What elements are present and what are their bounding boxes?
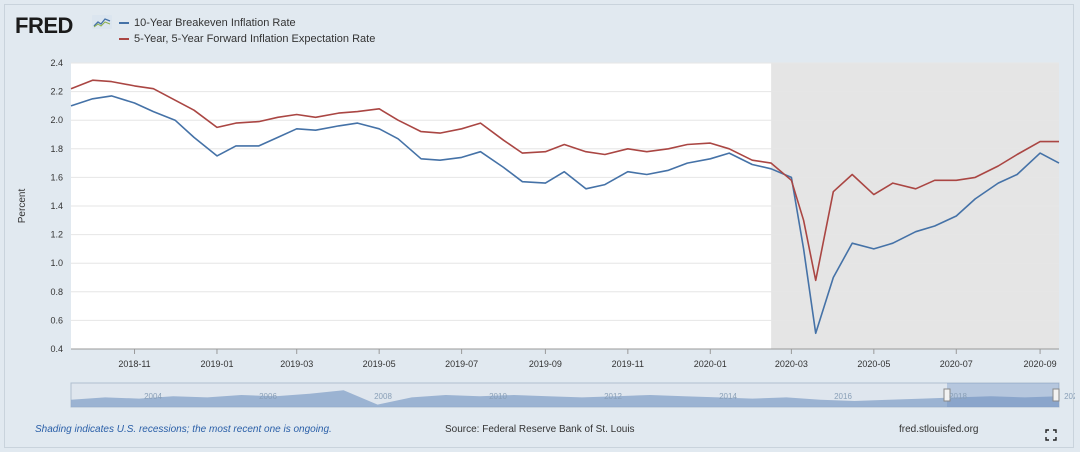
y-axis-title: Percent [17, 189, 28, 224]
y-tick-label: 0.6 [50, 315, 63, 325]
chart-frame: FRED 10-Year Breakeven Inflation Rate 5-… [4, 4, 1075, 449]
y-tick-label: 2.4 [50, 58, 63, 68]
navigator-label: 2010 [489, 392, 507, 401]
navigator-area [71, 390, 1059, 407]
x-tick-label: 2020-05 [857, 359, 890, 369]
navigator-selection[interactable] [947, 383, 1059, 407]
navigator-label: 2004 [144, 392, 162, 401]
y-tick-label: 1.8 [50, 144, 63, 154]
navigator-label: 2020 [1064, 392, 1075, 401]
y-tick-label: 2.0 [50, 115, 63, 125]
y-tick-label: 2.2 [50, 87, 63, 97]
x-tick-label: 2019-03 [280, 359, 313, 369]
legend-item-series-2[interactable]: 5-Year, 5-Year Forward Inflation Expecta… [119, 33, 375, 45]
legend-item-series-1[interactable]: 10-Year Breakeven Inflation Rate [119, 17, 296, 29]
y-tick-label: 1.0 [50, 258, 63, 268]
legend-swatch-series-1 [119, 22, 129, 25]
legend-swatch-series-2 [119, 38, 129, 41]
series-line-2[interactable] [70, 79, 1059, 282]
chart-area[interactable]: 0.4 0.6 0.8 1.0 1.2 1.4 1.6 1.8 2.0 2.2 2.4 2018-11… [5, 5, 1075, 449]
x-tick-label: 2020-01 [694, 359, 727, 369]
y-tick-label: 1.4 [50, 201, 63, 211]
navigator-label: 2016 [834, 392, 852, 401]
x-tick-label: 2019-07 [445, 359, 478, 369]
y-tick-label: 0.8 [50, 287, 63, 297]
navigator-label: 2012 [604, 392, 622, 401]
x-tick-label: 2019-05 [363, 359, 396, 369]
navigator-handle-right[interactable] [1052, 388, 1060, 402]
fred-spark-icon [92, 15, 112, 29]
series-line-1[interactable] [70, 95, 1060, 335]
navigator-label: 2018 [949, 392, 967, 401]
x-tick-label: 2020-09 [1024, 359, 1057, 369]
navigator-label: 2008 [374, 392, 392, 401]
navigator-label: 2006 [259, 392, 277, 401]
legend-label-series-1: 10-Year Breakeven Inflation Rate [134, 17, 296, 29]
y-tick-label: 1.2 [50, 230, 63, 240]
fred-logo[interactable]: FRED [15, 13, 73, 38]
x-tick-label: 2018-11 [118, 359, 150, 369]
x-tick-label: 2019-01 [200, 359, 233, 369]
x-tick-label: 2019-11 [612, 359, 644, 369]
x-tick-label: 2020-03 [775, 359, 808, 369]
fred-url-link[interactable]: fred.stlouisfed.org [899, 424, 979, 435]
recession-note: Shading indicates U.S. recessions; the m… [35, 424, 332, 435]
fullscreen-icon[interactable] [1045, 429, 1057, 441]
navigator-handle-left[interactable] [943, 388, 951, 402]
source-text: Source: Federal Reserve Bank of St. Loui… [445, 424, 635, 435]
y-tick-label: 1.6 [50, 172, 63, 182]
navigator-label: 2014 [719, 392, 737, 401]
y-tick-label: 0.4 [50, 344, 63, 354]
x-tick-label: 2020-07 [940, 359, 973, 369]
legend-label-series-2: 5-Year, 5-Year Forward Inflation Expecta… [134, 33, 376, 45]
x-tick-label: 2019-09 [529, 359, 562, 369]
